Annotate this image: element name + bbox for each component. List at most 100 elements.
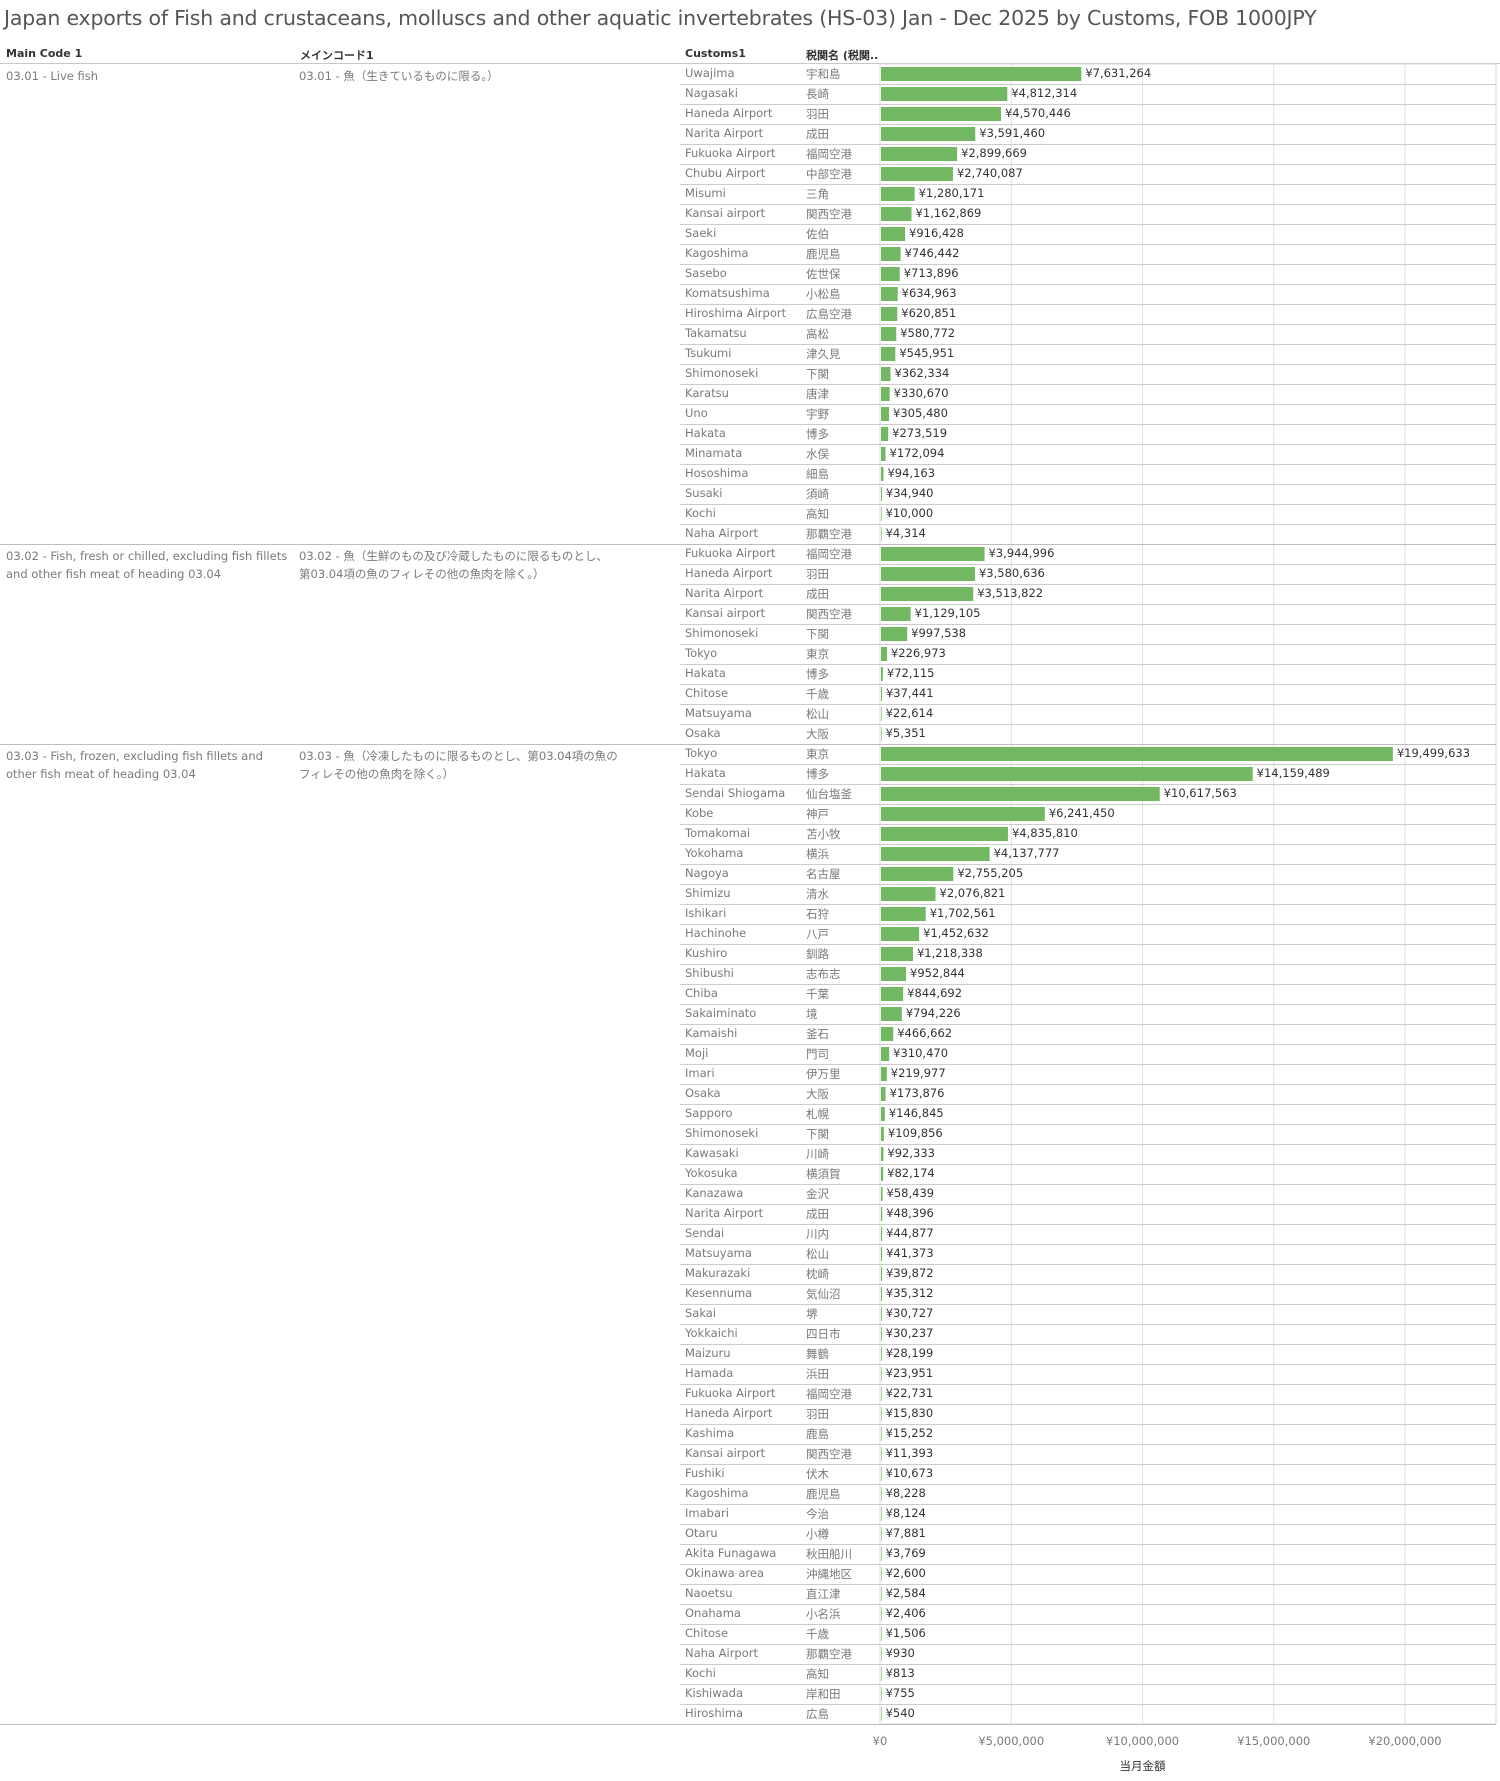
bar[interactable] — [881, 807, 1045, 821]
bar[interactable] — [881, 187, 915, 201]
bar[interactable] — [881, 267, 900, 281]
bar[interactable] — [881, 1607, 882, 1621]
bar[interactable] — [881, 1667, 882, 1681]
bar[interactable] — [881, 207, 912, 221]
bar[interactable] — [881, 1687, 882, 1701]
bar[interactable] — [881, 1527, 882, 1541]
customs-name: Yokosuka — [685, 1166, 738, 1180]
bar[interactable] — [881, 1187, 883, 1201]
bar[interactable] — [881, 627, 908, 641]
bar[interactable] — [881, 1227, 883, 1241]
bar[interactable] — [881, 1287, 882, 1301]
bar[interactable] — [881, 927, 920, 941]
bar[interactable] — [881, 847, 990, 861]
bar[interactable] — [881, 667, 883, 681]
bar[interactable] — [881, 307, 898, 321]
customs-name-jp: 釧路 — [806, 947, 829, 961]
bar[interactable] — [881, 747, 1393, 761]
bar[interactable] — [881, 1387, 882, 1401]
bar[interactable] — [881, 1327, 882, 1341]
bar[interactable] — [881, 987, 904, 1001]
bar[interactable] — [881, 1487, 882, 1501]
bar[interactable] — [881, 1247, 883, 1261]
bar[interactable] — [881, 1167, 884, 1181]
bar[interactable] — [881, 647, 887, 661]
bar[interactable] — [881, 527, 882, 541]
bar[interactable] — [881, 887, 936, 901]
bar[interactable] — [881, 1467, 882, 1481]
column-header-main-code-jp[interactable]: メインコード1 — [300, 49, 374, 62]
bar[interactable] — [881, 1087, 886, 1101]
bar[interactable] — [881, 387, 890, 401]
bar[interactable] — [881, 587, 974, 601]
bar[interactable] — [881, 1047, 890, 1061]
bar[interactable] — [881, 547, 985, 561]
bar[interactable] — [881, 1107, 885, 1121]
bar[interactable] — [881, 1647, 882, 1661]
bar[interactable] — [881, 1267, 883, 1281]
bar[interactable] — [881, 1407, 882, 1421]
bar[interactable] — [881, 767, 1253, 781]
bar-value-label: ¥3,769 — [885, 1546, 926, 1560]
bar[interactable] — [881, 447, 886, 461]
bar[interactable] — [881, 287, 898, 301]
bar[interactable] — [881, 247, 901, 261]
bar[interactable] — [881, 327, 897, 341]
bar[interactable] — [881, 787, 1160, 801]
bar[interactable] — [881, 227, 906, 241]
bar[interactable] — [881, 167, 953, 181]
customs-name-jp: 細島 — [806, 467, 829, 481]
bar-value-label: ¥4,835,810 — [1011, 826, 1078, 840]
bar[interactable] — [881, 607, 911, 621]
bar[interactable] — [881, 907, 926, 921]
bar-value-label: ¥952,844 — [910, 966, 965, 980]
bar[interactable] — [881, 127, 976, 141]
bar-value-label: ¥545,951 — [899, 346, 955, 360]
bar[interactable] — [881, 1067, 887, 1081]
bar[interactable] — [881, 1207, 883, 1221]
bar[interactable] — [881, 487, 882, 501]
bar[interactable] — [881, 1567, 882, 1581]
bar-value-label: ¥219,977 — [890, 1066, 946, 1080]
bar[interactable] — [881, 1427, 882, 1441]
bar[interactable] — [881, 947, 913, 961]
bar[interactable] — [881, 147, 958, 161]
bar[interactable] — [881, 347, 896, 361]
bar[interactable] — [881, 427, 889, 441]
bar[interactable] — [881, 1307, 882, 1321]
bar[interactable] — [881, 407, 890, 421]
customs-name: Kochi — [685, 506, 716, 520]
bar[interactable] — [881, 1627, 882, 1641]
column-header-main-code[interactable]: Main Code 1 — [6, 47, 83, 60]
bar[interactable] — [881, 867, 954, 881]
bar-value-label: ¥813 — [885, 1666, 915, 1680]
bar[interactable] — [881, 1587, 882, 1601]
customs-name: Naoetsu — [685, 1586, 733, 1600]
bar[interactable] — [881, 507, 882, 521]
bar[interactable] — [881, 1707, 882, 1721]
bar[interactable] — [881, 1147, 884, 1161]
bar[interactable] — [881, 687, 882, 701]
column-header-customs[interactable]: Customs1 — [685, 47, 746, 60]
bar[interactable] — [881, 1447, 882, 1461]
bar[interactable] — [881, 567, 975, 581]
bar[interactable] — [881, 727, 882, 741]
bar[interactable] — [881, 67, 1082, 81]
column-header-customs-jp[interactable]: 税関名 (税関.. — [806, 49, 879, 62]
bar[interactable] — [881, 467, 884, 481]
bar[interactable] — [881, 1007, 902, 1021]
bar-value-label: ¥37,441 — [885, 686, 934, 700]
bar[interactable] — [881, 107, 1001, 121]
bar[interactable] — [881, 827, 1008, 841]
bar[interactable] — [881, 707, 882, 721]
bar[interactable] — [881, 87, 1008, 101]
bar[interactable] — [881, 367, 891, 381]
customs-name-jp: 小樽 — [806, 1527, 829, 1541]
bar[interactable] — [881, 1547, 882, 1561]
bar[interactable] — [881, 1507, 882, 1521]
bar[interactable] — [881, 1347, 882, 1361]
bar[interactable] — [881, 1127, 884, 1141]
bar[interactable] — [881, 967, 907, 981]
bar[interactable] — [881, 1027, 894, 1041]
bar[interactable] — [881, 1367, 882, 1381]
